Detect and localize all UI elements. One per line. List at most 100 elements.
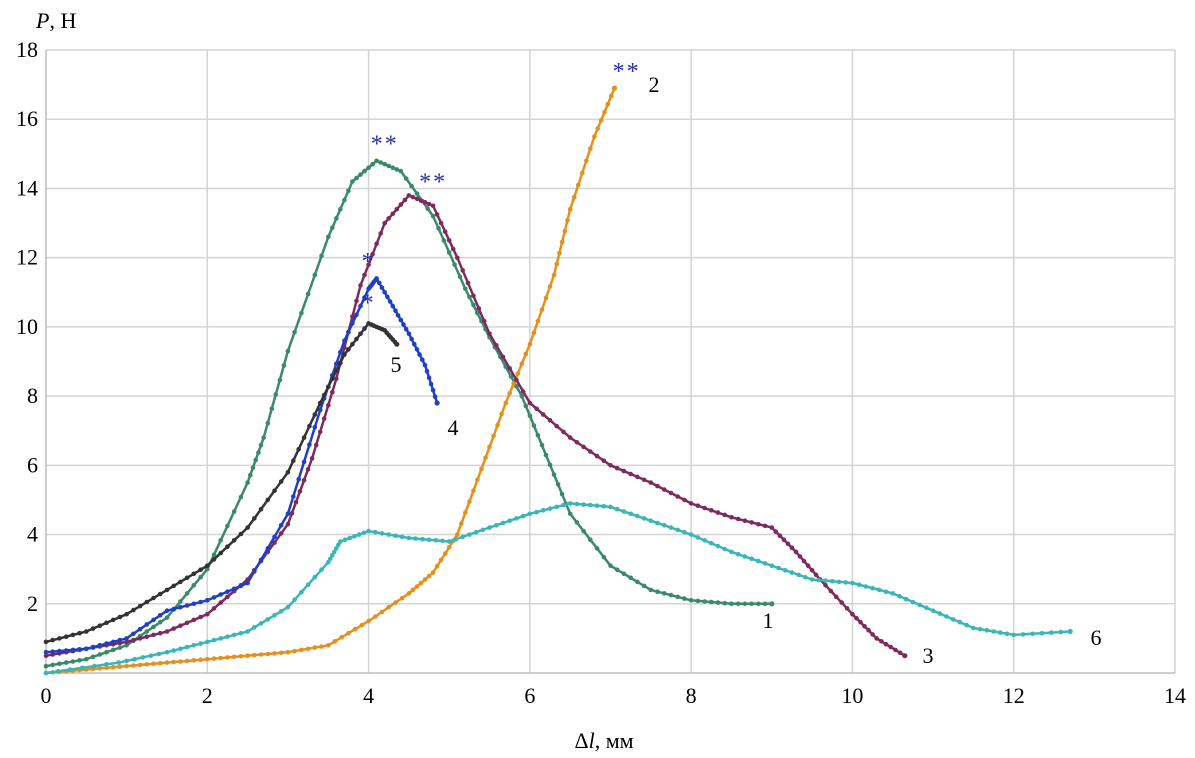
data-point — [1067, 628, 1073, 635]
data-point — [605, 101, 611, 107]
data-point — [467, 532, 472, 537]
data-point — [184, 644, 190, 650]
data-point — [350, 341, 355, 347]
data-point — [601, 504, 607, 509]
data-point — [722, 546, 727, 552]
data-point — [957, 619, 963, 625]
x-tick-label: 0 — [41, 683, 52, 708]
data-point — [231, 632, 237, 638]
data-point — [319, 644, 324, 649]
data-point — [897, 594, 902, 599]
data-point — [394, 206, 400, 212]
data-point — [131, 663, 136, 668]
data-point — [950, 617, 956, 622]
data-point — [735, 516, 741, 522]
data-point — [292, 597, 297, 602]
data-point — [374, 158, 379, 164]
data-point — [339, 634, 345, 640]
data-point — [211, 595, 217, 600]
data-point — [635, 513, 640, 519]
data-point — [393, 600, 398, 605]
data-point — [330, 389, 335, 395]
data-point — [379, 609, 385, 615]
data-point — [561, 502, 566, 508]
data-point — [662, 487, 667, 492]
data-point — [809, 577, 815, 582]
data-point — [305, 467, 311, 472]
data-point — [117, 645, 123, 650]
curve-labels: 1 2 3 4 5 6 — [391, 72, 1102, 668]
data-point — [866, 628, 871, 633]
data-point — [903, 596, 909, 602]
significance-markers: ******** — [362, 59, 641, 317]
data-point — [238, 531, 244, 537]
data-point — [494, 523, 499, 528]
data-point — [465, 280, 471, 286]
data-point — [164, 615, 170, 620]
data-point — [124, 639, 129, 645]
data-point — [403, 176, 409, 181]
data-point — [137, 626, 143, 632]
data-point — [410, 587, 416, 593]
data-point — [354, 312, 359, 318]
data-point — [334, 376, 339, 382]
asterisk-marker: ** — [371, 131, 399, 157]
data-point — [157, 619, 163, 625]
data-point — [695, 535, 701, 540]
data-point — [225, 594, 230, 600]
data-point — [858, 619, 863, 625]
data-point — [144, 599, 150, 605]
data-point — [301, 459, 307, 465]
data-point — [356, 532, 362, 537]
data-point — [77, 647, 82, 652]
data-point — [729, 549, 734, 555]
asterisk-marker: ** — [613, 59, 641, 85]
data-point — [238, 494, 244, 500]
data-point — [374, 241, 379, 247]
data-point — [205, 611, 210, 617]
data-point — [124, 663, 129, 669]
data-point — [762, 561, 768, 566]
data-point — [137, 603, 143, 609]
data-point — [151, 661, 156, 667]
data-point — [370, 251, 375, 257]
data-point — [366, 528, 371, 534]
data-point — [131, 637, 136, 643]
data-point — [762, 523, 768, 529]
data-point — [326, 643, 331, 648]
data-point — [554, 504, 559, 510]
data-point — [417, 352, 422, 357]
data-point — [184, 603, 190, 608]
data-point — [386, 216, 392, 221]
data-point — [398, 202, 404, 207]
data-point — [157, 613, 163, 618]
data-point — [594, 503, 600, 509]
data-point — [547, 506, 553, 511]
data-point — [317, 429, 323, 435]
data-point — [494, 343, 499, 348]
data-point — [374, 276, 379, 281]
data-point — [991, 629, 996, 634]
data-point — [430, 570, 436, 575]
data-point — [425, 206, 431, 211]
data-point — [523, 403, 529, 409]
data-point — [70, 647, 76, 653]
data-point — [463, 510, 468, 515]
data-point — [330, 225, 335, 230]
data-point — [507, 366, 512, 371]
curve-label-6: 6 — [1091, 625, 1102, 650]
data-point — [366, 618, 371, 624]
data-point — [675, 594, 680, 600]
curve-label-3: 3 — [923, 643, 934, 668]
data-point — [184, 591, 190, 596]
data-point — [342, 338, 347, 344]
data-point — [695, 598, 701, 604]
data-point — [460, 268, 466, 273]
data-point — [742, 518, 748, 523]
data-point — [1039, 630, 1045, 636]
data-point — [409, 336, 414, 342]
data-point — [534, 509, 539, 515]
data-point — [385, 294, 390, 300]
data-point — [862, 624, 867, 629]
curve-label-5: 5 — [391, 352, 402, 377]
